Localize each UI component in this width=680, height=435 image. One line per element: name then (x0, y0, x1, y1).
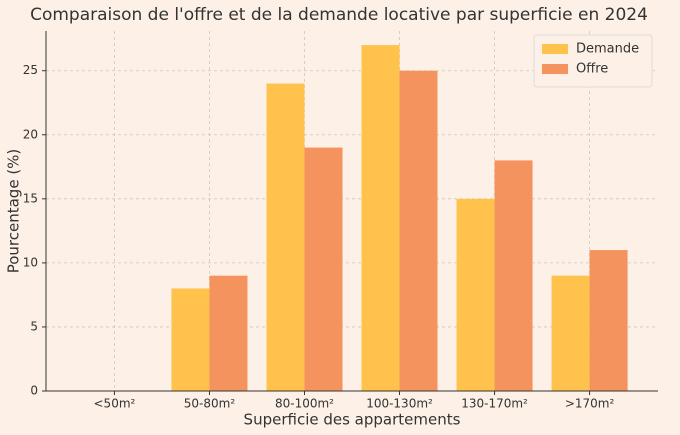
legend-swatch (542, 44, 568, 54)
chart-title: Comparaison de l'offre et de la demande … (30, 5, 648, 25)
x-tick-label: 100-130m² (366, 397, 433, 411)
y-tick-label: 25 (23, 63, 38, 77)
legend-label: Offre (576, 62, 608, 77)
bar (209, 275, 248, 391)
y-tick-label: 5 (30, 319, 38, 333)
y-tick-label: 15 (23, 191, 38, 205)
x-tick-label: 50-80m² (184, 397, 236, 411)
y-tick-label: 10 (23, 255, 38, 269)
bar (551, 275, 590, 391)
bar (399, 70, 438, 391)
y-tick-label: 0 (30, 384, 38, 398)
x-tick-label: >170m² (565, 397, 615, 411)
legend-swatch (542, 64, 568, 74)
legend-label: Demande (576, 42, 639, 57)
x-tick-label: <50m² (94, 397, 136, 411)
bar (171, 288, 210, 391)
x-tick-label: 130-170m² (461, 397, 528, 411)
x-axis-label: Superficie des appartements (244, 411, 461, 429)
bar (589, 250, 628, 391)
bar (456, 198, 495, 391)
bar (266, 83, 305, 392)
x-tick-label: 80-100m² (275, 397, 334, 411)
bar (304, 147, 343, 391)
y-axis-label: Pourcentage (%) (5, 149, 23, 274)
bar (361, 45, 400, 391)
y-tick-label: 20 (23, 127, 38, 141)
bar (494, 160, 533, 391)
